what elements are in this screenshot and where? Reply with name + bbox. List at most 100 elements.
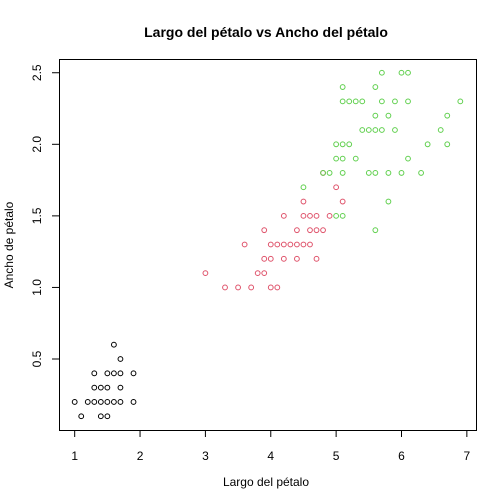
data-point (287, 241, 294, 248)
y-axis-label: Ancho de pétalo (2, 201, 16, 288)
data-point (300, 184, 307, 191)
data-point (339, 198, 346, 205)
data-point (398, 170, 405, 176)
y-tick-label: 1.5 (30, 207, 44, 224)
data-point (339, 170, 346, 176)
x-tick-label: 4 (267, 449, 274, 463)
data-point (307, 227, 313, 234)
data-point (405, 98, 411, 105)
data-point (326, 212, 333, 219)
data-point (372, 127, 379, 133)
x-tick-label: 3 (202, 449, 209, 463)
data-point (307, 212, 313, 219)
data-point (97, 384, 104, 391)
data-point (267, 241, 274, 248)
data-point (248, 284, 255, 291)
data-point (339, 155, 346, 162)
data-point (130, 370, 137, 377)
data-point (84, 399, 91, 405)
data-point (130, 399, 137, 405)
data-point (117, 384, 124, 391)
data-point (307, 241, 313, 248)
data-point (457, 98, 464, 105)
data-point (274, 284, 281, 291)
data-point (261, 227, 268, 234)
data-point (300, 198, 307, 205)
y-tick-label: 0.5 (30, 350, 44, 367)
y-tick-label: 2.0 (30, 136, 44, 153)
data-point (372, 84, 379, 90)
data-point (104, 370, 111, 377)
x-tick-label: 6 (398, 449, 405, 463)
data-point (372, 170, 379, 176)
data-point (365, 170, 372, 176)
data-point (339, 84, 346, 90)
data-point (424, 141, 431, 148)
data-point (378, 127, 385, 133)
data-point (365, 127, 372, 133)
data-point (313, 255, 320, 262)
data-point (392, 127, 398, 133)
data-point (339, 212, 346, 219)
x-tick-label: 5 (333, 449, 340, 463)
data-point (91, 399, 98, 405)
data-point (392, 98, 398, 105)
data-point (320, 170, 326, 176)
data-point (91, 370, 98, 377)
data-point (267, 284, 274, 291)
data-point (333, 155, 340, 162)
data-point (359, 98, 366, 105)
x-tick-label: 7 (464, 449, 471, 463)
data-point (104, 384, 111, 391)
data-point (437, 127, 444, 133)
data-point (117, 370, 124, 377)
data-point (378, 98, 385, 105)
data-point (117, 356, 124, 362)
data-point (444, 112, 451, 119)
data-point (346, 98, 353, 105)
y-tick-label: 1.0 (30, 279, 44, 296)
data-point (235, 284, 241, 291)
y-axis: 0.5 1.0 1.5 2.0 2.5 (30, 64, 60, 367)
data-point (274, 241, 281, 248)
data-point (294, 227, 300, 234)
data-point (359, 127, 366, 133)
data-point (78, 413, 85, 420)
data-point (97, 399, 104, 405)
data-point (339, 98, 346, 105)
data-point (280, 212, 287, 219)
data-point (405, 69, 411, 76)
data-point (294, 255, 300, 262)
data-point (378, 69, 385, 76)
data-point (444, 141, 451, 148)
data-point (300, 241, 307, 248)
data-point (320, 227, 326, 234)
data-point (294, 241, 300, 248)
data-point (280, 241, 287, 248)
data-point (398, 69, 405, 76)
data-point (261, 255, 268, 262)
data-point (254, 270, 261, 277)
data-point (261, 270, 268, 277)
data-point (111, 370, 117, 377)
data-point (241, 241, 248, 248)
data-point (222, 284, 228, 291)
chart-title: Largo del pétalo vs Ancho del pétalo (144, 24, 388, 40)
x-tick-label: 2 (137, 449, 144, 463)
data-point (111, 341, 117, 348)
data-point (300, 212, 307, 219)
data-point (339, 141, 346, 148)
data-point (346, 141, 353, 148)
data-point (117, 399, 124, 405)
data-point (313, 227, 320, 234)
data-point (71, 399, 78, 405)
data-point (333, 184, 340, 191)
x-tick-label: 1 (71, 449, 78, 463)
data-point (405, 155, 411, 162)
data-point (385, 198, 392, 205)
data-point (333, 212, 340, 219)
data-point (267, 255, 274, 262)
x-axis-label: Largo del pétalo (223, 475, 309, 489)
y-tick-label: 2.5 (30, 64, 44, 81)
